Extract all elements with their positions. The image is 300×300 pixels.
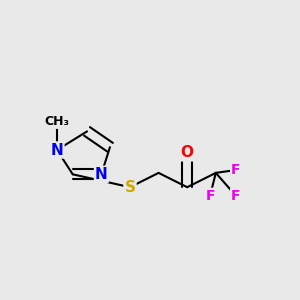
Text: N: N (95, 167, 108, 182)
Text: F: F (231, 163, 241, 177)
Text: CH₃: CH₃ (44, 115, 70, 128)
Text: F: F (205, 189, 215, 203)
Text: F: F (231, 189, 241, 203)
Text: S: S (124, 180, 136, 195)
Text: O: O (181, 146, 194, 160)
Text: N: N (51, 142, 63, 158)
